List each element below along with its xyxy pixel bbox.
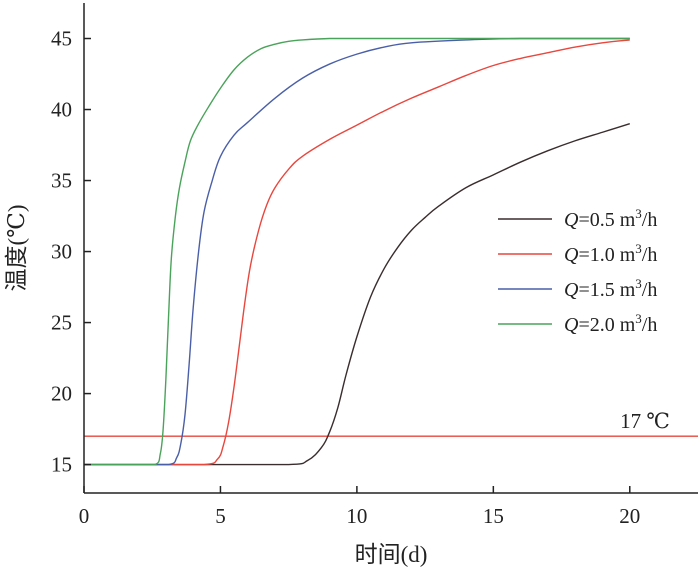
series-line-4	[83, 37, 630, 466]
axes-layer	[83, 3, 698, 494]
legend-label-4: Q=2.0 m3/h	[564, 311, 657, 336]
y-tick-label: 40	[51, 98, 72, 122]
y-tick-label: 20	[51, 382, 72, 406]
legend: Q=0.5 m3/h Q=1.0 m3/h Q=1.5 m3/h Q=2.0 m3/h	[498, 206, 657, 336]
series-line-3	[83, 37, 630, 466]
x-tick-label: 20	[619, 504, 640, 528]
legend-label-1: Q=0.5 m3/h	[564, 206, 657, 231]
y-tick-label: 45	[51, 27, 72, 51]
y-tick-label: 15	[51, 453, 72, 477]
x-tick-label: 5	[215, 504, 226, 528]
x-tick-label: 10	[346, 504, 367, 528]
y-tick-label: 25	[51, 311, 72, 335]
y-tick-label: 35	[51, 169, 72, 193]
threshold-label: 17 ℃	[620, 409, 670, 433]
y-axis-title: 温度(℃)	[4, 204, 29, 291]
reference-layer: 17 ℃	[84, 409, 698, 437]
x-axis-title: 时间(d)	[355, 542, 428, 567]
series-line-1	[83, 123, 630, 466]
x-tick-label: 15	[483, 504, 504, 528]
ticks-layer: 0 5 10 15 20 15 20 25 30 35 40 45	[51, 27, 640, 528]
x-tick-label: 0	[79, 504, 90, 528]
y-tick-label: 30	[51, 240, 72, 264]
legend-label-3: Q=1.5 m3/h	[564, 276, 657, 301]
legend-label-2: Q=1.0 m3/h	[564, 241, 657, 266]
series-line-2	[83, 39, 630, 466]
series-layer	[83, 37, 630, 466]
